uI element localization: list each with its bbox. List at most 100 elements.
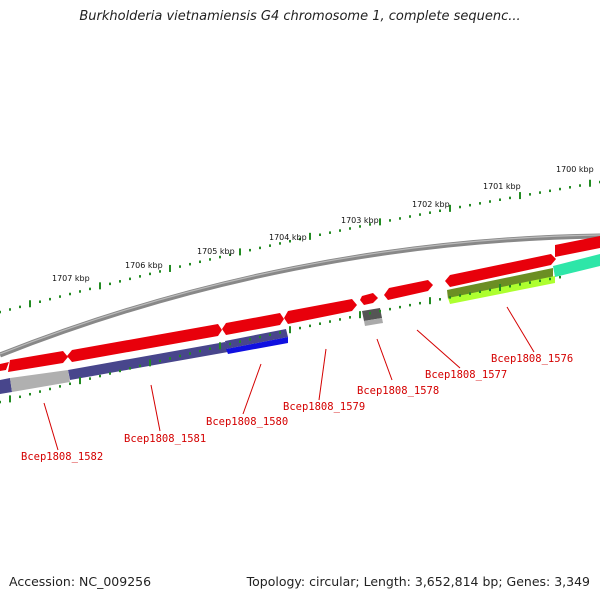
leader-line: [318, 348, 327, 401]
scale-minor-tick: [509, 196, 511, 200]
gene-forward[interactable]: [67, 324, 222, 362]
scale-minor-tick: [79, 290, 81, 293]
inner-minor-tick: [409, 303, 411, 307]
inner-minor-tick: [369, 311, 371, 315]
leader-line: [376, 338, 393, 381]
gene-label-group: Bcep1808_1576 Bcep1808_1577 Bcep1808_157…: [21, 353, 573, 463]
scale-minor-tick: [579, 184, 581, 187]
leader-line: [506, 306, 535, 353]
inner-minor-tick: [329, 320, 331, 323]
inner-minor-tick: [479, 290, 481, 293]
inner-minor-tick: [109, 372, 111, 375]
inner-minor-tick: [39, 390, 41, 393]
scale-major-tick: [29, 300, 31, 308]
scale-minor-tick: [499, 198, 501, 201]
scale-minor-tick: [219, 255, 221, 259]
inner-minor-tick: [379, 309, 381, 313]
gene-reverse[interactable]: [0, 378, 12, 394]
scale-minor-tick: [149, 272, 151, 276]
highlight-lime-block[interactable]: [448, 276, 555, 304]
highlight-gray-block[interactable]: [364, 318, 383, 326]
gene-forward[interactable]: [384, 280, 433, 300]
inner-minor-tick: [249, 338, 251, 341]
scale-minor-tick: [39, 300, 41, 303]
scale-label: 1701 kbp: [483, 182, 521, 191]
gene-reverse[interactable]: [68, 342, 228, 380]
scale-major-tick: [309, 232, 311, 240]
scale-minor-tick: [479, 202, 481, 205]
highlight-olive-block[interactable]: [447, 268, 553, 299]
inner-minor-tick: [199, 349, 201, 353]
scale-minor-tick: [199, 260, 201, 264]
gene-label-1579[interactable]: Bcep1808_1579: [283, 401, 365, 413]
gene-label-1577[interactable]: Bcep1808_1577: [425, 369, 507, 381]
scale-minor-tick: [0, 310, 1, 314]
scale-label: 1703 kbp: [341, 216, 379, 225]
gene-forward[interactable]: [284, 299, 357, 324]
leader-line: [150, 384, 161, 432]
scale-minor-tick: [549, 189, 551, 193]
gene-label-1578[interactable]: Bcep1808_1578: [357, 385, 439, 397]
scale-minor-tick: [159, 270, 161, 273]
scale-minor-tick: [119, 280, 121, 283]
inner-minor-tick: [69, 382, 71, 386]
inner-minor-tick: [189, 352, 191, 355]
inner-minor-tick: [529, 281, 531, 284]
accession-text: Accession: NC_009256: [9, 574, 152, 589]
genome-summary-text: Topology: circular; Length: 3,652,814 bp…: [246, 574, 590, 589]
gene-forward[interactable]: [222, 313, 284, 335]
inner-major-tick: [79, 377, 81, 385]
inner-minor-tick: [209, 347, 211, 350]
gene-reverse[interactable]: [225, 329, 288, 349]
inner-minor-tick: [159, 359, 161, 363]
highlight-dark-block[interactable]: [362, 308, 382, 321]
leader-line: [43, 402, 59, 451]
scale-label: 1702 kbp: [412, 200, 450, 209]
gene-forward[interactable]: [445, 254, 556, 287]
inner-major-tick: [359, 311, 361, 319]
scale-minor-tick: [109, 282, 111, 286]
gene-reverse-blue[interactable]: [226, 337, 288, 354]
inner-minor-tick: [19, 395, 21, 399]
scale-minor-tick: [419, 213, 421, 216]
inner-minor-tick: [129, 367, 131, 370]
gene-label-1581[interactable]: Bcep1808_1581: [124, 433, 206, 445]
gene-label-1580[interactable]: Bcep1808_1580: [206, 416, 288, 428]
scale-minor-tick: [139, 275, 141, 278]
inner-minor-tick: [99, 374, 101, 378]
scale-major-tick: [99, 282, 101, 290]
leader-line: [242, 363, 262, 415]
inner-major-tick: [219, 342, 221, 350]
gene-forward[interactable]: [360, 293, 378, 305]
inner-minor-tick: [339, 318, 341, 321]
scale-label: 1706 kbp: [125, 261, 163, 270]
highlight-teal-block[interactable]: [553, 254, 600, 277]
gene-forward[interactable]: [8, 351, 68, 372]
gene-reverse-gray[interactable]: [10, 370, 70, 392]
inner-minor-tick: [449, 296, 451, 299]
scale-minor-tick: [209, 258, 211, 261]
backbone-ring: [0, 233, 600, 358]
gene-forward[interactable]: [0, 362, 9, 371]
leader-line: [416, 329, 461, 369]
inner-minor-tick: [29, 392, 31, 396]
scale-major-tick: [519, 192, 521, 200]
inner-minor-tick: [239, 340, 241, 343]
scale-minor-tick: [249, 248, 251, 252]
scale-minor-tick: [559, 187, 561, 191]
scale-minor-tick: [399, 217, 401, 220]
inner-minor-tick: [549, 277, 551, 281]
gene-label-1576[interactable]: Bcep1808_1576: [491, 353, 573, 365]
inner-minor-tick: [229, 342, 231, 346]
gene-forward[interactable]: [555, 236, 600, 257]
scale-minor-tick: [359, 225, 361, 228]
scale-minor-tick: [279, 242, 281, 245]
inner-minor-tick: [49, 387, 51, 391]
gene-label-1582[interactable]: Bcep1808_1582: [21, 451, 103, 463]
inner-minor-tick: [169, 357, 171, 360]
inner-minor-tick: [489, 288, 491, 292]
scale-minor-tick: [329, 231, 331, 234]
scale-major-tick: [589, 179, 591, 187]
scale-minor-tick: [409, 215, 411, 218]
